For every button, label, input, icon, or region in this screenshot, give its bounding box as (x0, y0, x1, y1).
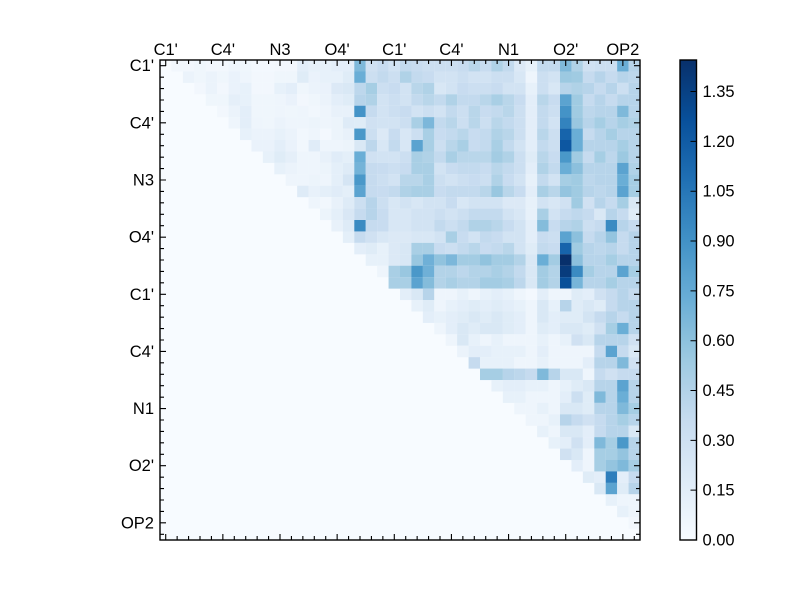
svg-text:1.05: 1.05 (703, 183, 735, 201)
svg-text:0.30: 0.30 (703, 432, 735, 450)
svg-text:N1: N1 (133, 400, 154, 418)
svg-text:1.20: 1.20 (703, 133, 735, 151)
svg-text:C4': C4' (130, 343, 154, 361)
svg-text:0.75: 0.75 (703, 282, 735, 300)
svg-text:C1': C1' (130, 57, 154, 75)
svg-text:OP2: OP2 (606, 41, 639, 59)
svg-text:O2': O2' (553, 41, 578, 59)
svg-text:0.60: 0.60 (703, 332, 735, 350)
svg-text:N1: N1 (498, 41, 519, 59)
svg-text:1.35: 1.35 (703, 83, 735, 101)
svg-text:C1': C1' (154, 41, 178, 59)
svg-text:0.90: 0.90 (703, 233, 735, 251)
svg-text:O2': O2' (129, 457, 154, 475)
svg-text:C4': C4' (439, 41, 463, 59)
svg-text:N3: N3 (269, 41, 290, 59)
svg-text:C1': C1' (130, 286, 154, 304)
svg-text:OP2: OP2 (121, 514, 154, 532)
svg-text:0.00: 0.00 (703, 532, 735, 550)
svg-text:C4': C4' (211, 41, 235, 59)
svg-text:O4': O4' (325, 41, 350, 59)
svg-text:N3: N3 (133, 172, 154, 190)
svg-text:0.15: 0.15 (703, 482, 735, 500)
svg-text:0.45: 0.45 (703, 382, 735, 400)
svg-text:O4': O4' (129, 229, 154, 247)
svg-text:C4': C4' (130, 114, 154, 132)
svg-text:C1': C1' (382, 41, 406, 59)
